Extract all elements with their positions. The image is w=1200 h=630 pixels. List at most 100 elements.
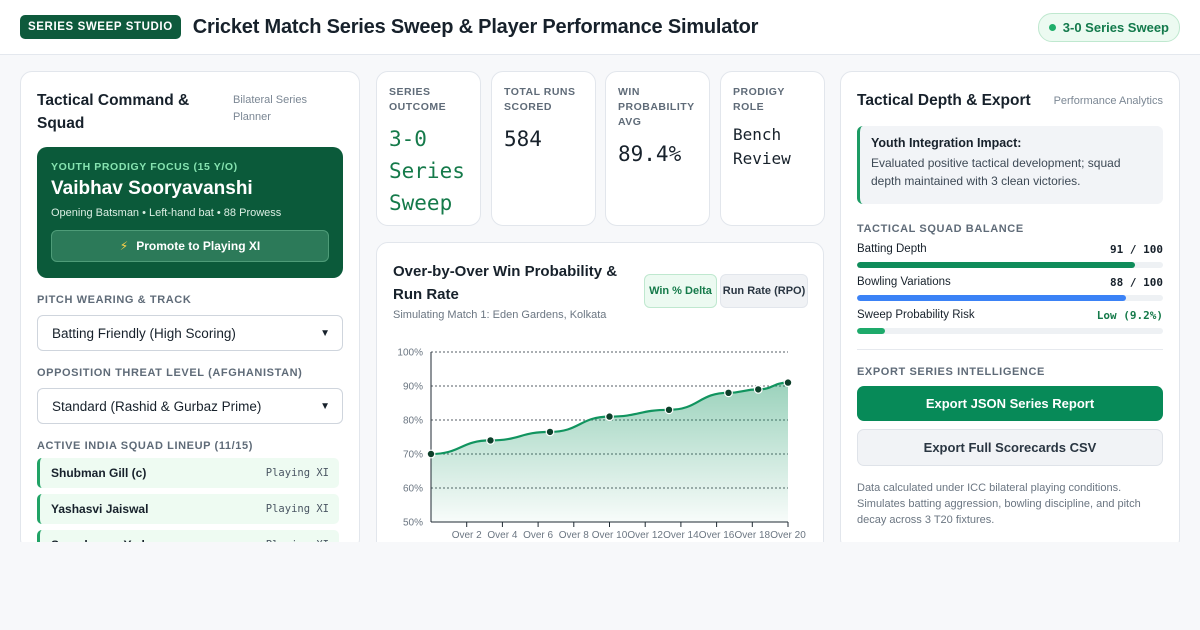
stat-label: SERIES OUTCOME [389, 86, 447, 113]
x-tick-label: Over 6 [523, 530, 553, 541]
status-badge-label: 3-0 Series Sweep [1062, 19, 1169, 35]
list-item[interactable]: Shubman Gill (c) Playing XI [37, 458, 339, 488]
series-line [430, 381, 789, 456]
stat-label: WIN PROBABILITY AVG [618, 86, 695, 128]
stat-value: Bench Review [733, 125, 791, 168]
stat-value: 584 [504, 127, 542, 151]
x-tick-label: Over 8 [559, 530, 589, 541]
tactical-depth-panel: Tactical Depth & Export Performance Anal… [840, 71, 1180, 551]
export-label: EXPORT SERIES INTELLIGENCE [857, 366, 1045, 378]
promote-button-label: Promote to Playing XI [136, 239, 261, 253]
panel-title: Tactical Command & Squad [37, 92, 190, 132]
x-tick-label: Over 2 [452, 530, 482, 541]
batting-depth-meter: Batting Depth 91 / 100 [857, 243, 1163, 268]
x-tick-label: Over 20 [770, 530, 806, 541]
export-json-button[interactable]: Export JSON Series Report [857, 386, 1163, 421]
x-tick-label: Over 10 [592, 530, 628, 541]
stat-value: 89.4% [618, 142, 682, 166]
y-tick-label: 70% [403, 450, 423, 461]
panel-title: Tactical Depth & Export [857, 92, 1031, 109]
threat-select-value: Standard (Rashid & Gurbaz Prime) [52, 398, 262, 414]
data-point [426, 449, 436, 459]
meter-fill [857, 262, 1136, 268]
data-point [545, 427, 555, 437]
panel-subtitle: Performance Analytics [1053, 95, 1163, 107]
run-rate-toggle[interactable]: Run Rate (RPO) [720, 274, 808, 308]
meter-label: Bowling Variations [857, 276, 951, 288]
list-item[interactable]: Yashasvi Jaiswal Playing XI [37, 494, 339, 524]
win-delta-toggle[interactable]: Win % Delta [644, 274, 717, 308]
x-tick-label: Over 12 [627, 530, 663, 541]
data-point [486, 435, 495, 445]
player-status: Playing XI [265, 503, 329, 515]
brand-badge: SERIES SWEEP STUDIO [20, 15, 181, 39]
stat-label: PRODIGY ROLE [733, 86, 785, 113]
chart-title: Over-by-Over Win Probability & Run Rate [393, 263, 618, 303]
meter-fill [857, 295, 1127, 301]
stat-total-runs: TOTAL RUNS SCORED 584 [491, 71, 596, 226]
tactical-command-panel: Tactical Command & Squad Bilateral Serie… [20, 71, 360, 551]
top-bar: SERIES SWEEP STUDIO Cricket Match Series… [0, 0, 1200, 55]
y-tick-label: 90% [403, 382, 423, 393]
pitch-label: PITCH WEARING & TRACK [37, 294, 192, 306]
data-point [664, 405, 674, 415]
impact-title: Youth Integration Impact: [871, 136, 1022, 150]
impact-body: Evaluated positive tactical development;… [871, 156, 1121, 188]
stat-label: TOTAL RUNS SCORED [504, 86, 576, 113]
x-tick-label: Over 16 [699, 530, 735, 541]
pitch-select-value: Batting Friendly (High Scoring) [52, 325, 236, 341]
meter-track [857, 295, 1163, 301]
bowling-variations-meter: Bowling Variations 88 / 100 [857, 276, 1163, 301]
stat-win-probability: WIN PROBABILITY AVG 89.4% [605, 71, 710, 226]
prodigy-name: Vaibhav Sooryavanshi [51, 178, 253, 199]
prodigy-meta: Opening Batsman • Left-hand bat • 88 Pro… [51, 207, 282, 219]
page-background [0, 542, 1200, 630]
stat-value: 3-0 Series Sweep [389, 127, 465, 215]
impact-callout: Youth Integration Impact: Evaluated posi… [857, 126, 1163, 204]
x-tick-label: Over 14 [663, 530, 699, 541]
win-probability-chart-panel: Over-by-Over Win Probability & Run Rate … [376, 242, 824, 562]
promote-button[interactable]: ⚡ Promote to Playing XI [51, 230, 329, 262]
meter-track [857, 262, 1163, 268]
meter-fill [857, 328, 886, 334]
x-tick-label: Over 4 [487, 530, 517, 541]
status-dot-icon [1048, 23, 1056, 31]
divider [857, 349, 1163, 350]
player-name: Shubman Gill (c) [51, 466, 147, 480]
chevron-down-icon: ▼ [320, 400, 330, 412]
page-title: Cricket Match Series Sweep & Player Perf… [192, 15, 759, 38]
meter-value: Low (9.2%) [1096, 309, 1163, 322]
meter-label: Sweep Probability Risk [857, 309, 975, 321]
footnote: Data calculated under ICC bilateral play… [857, 482, 1141, 526]
player-name: Yashasvi Jaiswal [51, 502, 149, 516]
meter-value: 88 / 100 [1110, 276, 1163, 289]
chart-subtitle: Simulating Match 1: Eden Gardens, Kolkat… [393, 309, 607, 321]
x-tick-label: Over 18 [735, 530, 771, 541]
threat-select[interactable]: Standard (Rashid & Gurbaz Prime) ▼ [37, 388, 343, 424]
stat-prodigy-role: PRODIGY ROLE Bench Review [720, 71, 825, 226]
data-point [753, 385, 763, 394]
status-badge: 3-0 Series Sweep [1037, 12, 1180, 42]
y-tick-label: 100% [397, 348, 423, 359]
data-point [605, 412, 614, 421]
player-status: Playing XI [265, 467, 329, 479]
lightning-icon: ⚡ [119, 239, 129, 253]
export-csv-button[interactable]: Export Full Scorecards CSV [857, 429, 1163, 466]
meter-track [857, 328, 1163, 334]
meter-value: 91 / 100 [1110, 243, 1163, 256]
threat-label: OPPOSITION THREAT LEVEL (AFGHANISTAN) [37, 367, 303, 379]
data-point [783, 378, 793, 387]
balance-label: TACTICAL SQUAD BALANCE [857, 223, 1024, 235]
pitch-select[interactable]: Batting Friendly (High Scoring) ▼ [37, 315, 343, 351]
chevron-down-icon: ▼ [320, 327, 330, 339]
y-tick-label: 80% [403, 416, 423, 427]
squad-label: ACTIVE INDIA SQUAD LINEUP (11/15) [37, 440, 254, 452]
panel-subtitle: Bilateral Series Planner [233, 94, 307, 123]
series-area [431, 382, 788, 522]
meter-label: Batting Depth [857, 243, 927, 255]
sweep-risk-meter: Sweep Probability Risk Low (9.2%) [857, 309, 1163, 334]
win-probability-chart: 50% 60% 70% 80% 90% 100% Over 2 Over 4 Over 6 Ove… [397, 348, 806, 542]
data-point [724, 388, 733, 398]
y-tick-label: 60% [403, 484, 423, 495]
stat-series-outcome: SERIES OUTCOME 3-0 Series Sweep [376, 71, 481, 226]
